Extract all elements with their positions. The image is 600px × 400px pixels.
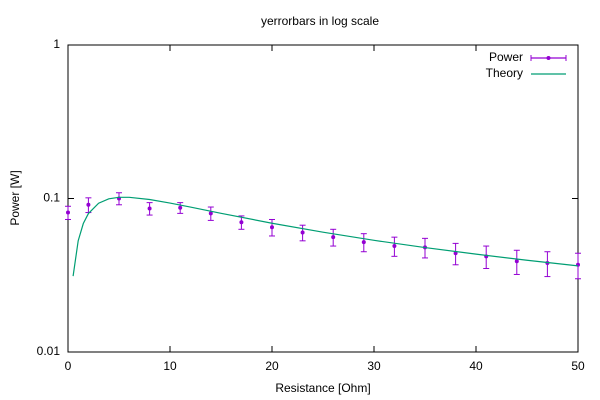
- data-point: [178, 205, 183, 210]
- chart-title: yerrorbars in log scale: [261, 14, 379, 28]
- x-tick-label: 0: [65, 359, 72, 373]
- legend-label: Power: [489, 50, 523, 64]
- x-tick-label: 20: [265, 359, 279, 373]
- y-axis-label: Power [W]: [8, 170, 22, 225]
- legend-sample: [546, 56, 551, 60]
- x-tick-label: 50: [571, 359, 585, 373]
- data-point: [239, 220, 244, 225]
- x-tick-label: 40: [469, 359, 483, 373]
- data-point: [300, 230, 305, 235]
- x-axis-label: Resistance [Ohm]: [275, 381, 370, 395]
- x-tick-label: 10: [163, 359, 177, 373]
- data-point: [361, 240, 366, 245]
- data-point: [66, 210, 70, 215]
- y-tick-label: 0.1: [43, 191, 60, 205]
- theory-line: [72, 196, 579, 277]
- data-point: [392, 244, 397, 249]
- x-tick-label: 30: [367, 359, 381, 373]
- data-point: [208, 211, 213, 216]
- y-tick-label: 1: [53, 37, 60, 51]
- y-tick-label: 0.01: [37, 344, 61, 358]
- legend-label: Theory: [486, 66, 523, 80]
- data-point: [270, 225, 274, 230]
- data-point: [86, 202, 91, 207]
- data-point: [331, 235, 336, 240]
- data-point: [147, 206, 152, 211]
- data-point: [514, 259, 519, 264]
